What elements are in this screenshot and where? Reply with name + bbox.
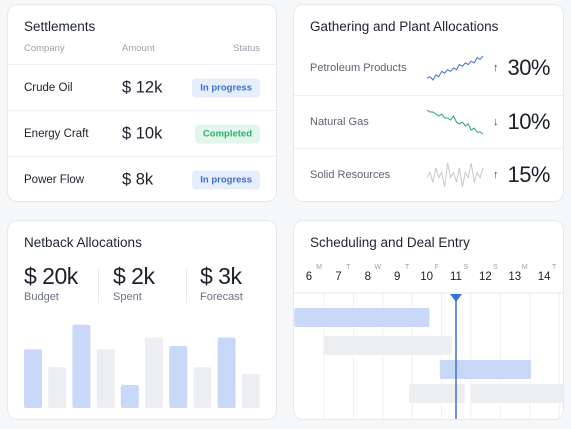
day-letter: F bbox=[434, 264, 439, 271]
column-status: Status bbox=[233, 43, 260, 54]
day-number[interactable]: 12 bbox=[478, 271, 492, 283]
status-badge: In progress bbox=[192, 78, 260, 97]
column-company: Company bbox=[24, 43, 65, 54]
gantt-task-bar[interactable] bbox=[408, 384, 465, 403]
metric-spent: $ 2k Spent bbox=[113, 263, 155, 303]
today-marker-handle[interactable] bbox=[450, 294, 462, 302]
day-letter: T bbox=[552, 264, 557, 271]
trend-sparkline bbox=[426, 109, 484, 135]
status-badge: Completed bbox=[194, 124, 260, 143]
column-amount: Amount bbox=[122, 43, 155, 54]
day-letter: W bbox=[374, 264, 382, 271]
netback-bar bbox=[241, 374, 260, 408]
day-number[interactable]: 9 bbox=[393, 271, 401, 283]
allocation-row[interactable]: Petroleum Products ↑ 30% bbox=[294, 42, 563, 94]
allocation-percent: 15% bbox=[507, 161, 550, 187]
status-badge: In progress bbox=[192, 170, 260, 189]
netback-bar bbox=[169, 345, 188, 408]
settlements-table-header: Company Amount Status bbox=[24, 43, 260, 57]
gantt-task-bar[interactable] bbox=[323, 336, 452, 355]
gantt-chart bbox=[294, 292, 564, 419]
divider bbox=[186, 269, 187, 303]
allocation-percent: 30% bbox=[507, 55, 550, 80]
netback-bar bbox=[24, 349, 42, 408]
amount: $ 12k bbox=[122, 78, 163, 96]
metric-budget: $ 20k Budget bbox=[24, 263, 78, 303]
sparkline-path bbox=[426, 162, 484, 188]
metric-value: $ 20k bbox=[24, 263, 78, 289]
netback-bar bbox=[96, 349, 115, 408]
trend-sparkline bbox=[426, 162, 484, 188]
netback-bar bbox=[48, 367, 67, 408]
table-row[interactable]: Crude Oil $ 12k In progress bbox=[8, 64, 276, 110]
arrow-down-icon: ↓ bbox=[493, 115, 499, 128]
day-number[interactable]: 7 bbox=[335, 271, 342, 283]
day-number[interactable]: 10 bbox=[420, 271, 433, 283]
day-number[interactable]: 8 bbox=[364, 271, 371, 283]
gathering-title: Gathering and Plant Allocations bbox=[310, 19, 499, 34]
arrow-up-icon: ↑ bbox=[493, 62, 499, 74]
day-letter: M bbox=[521, 264, 528, 271]
netback-card: Netback Allocations $ 20k Budget $ 2k Sp… bbox=[7, 220, 277, 420]
day-letter: T bbox=[346, 264, 351, 271]
day-letter: S bbox=[463, 264, 469, 271]
metric-value: $ 3k bbox=[200, 263, 242, 289]
scheduling-title: Scheduling and Deal Entry bbox=[310, 235, 470, 250]
allocation-row[interactable]: Solid Resources ↑ 15% bbox=[294, 148, 563, 200]
divider bbox=[98, 269, 99, 303]
company-name: Crude Oil bbox=[24, 81, 73, 94]
day-number[interactable]: 13 bbox=[508, 271, 522, 283]
day-number[interactable]: 11 bbox=[450, 271, 462, 283]
sparkline-path bbox=[426, 55, 484, 81]
amount: $ 10k bbox=[122, 124, 163, 142]
day-letter: M bbox=[316, 264, 322, 271]
gathering-card: Gathering and Plant Allocations Petroleu… bbox=[293, 4, 564, 202]
amount: $ 8k bbox=[122, 170, 154, 188]
gantt-task-bar[interactable] bbox=[470, 384, 564, 403]
metric-label: Spent bbox=[113, 291, 142, 303]
table-row[interactable]: Power Flow $ 8k In progress bbox=[8, 156, 276, 201]
company-name: Power Flow bbox=[24, 173, 85, 186]
metric-label: Budget bbox=[24, 291, 59, 303]
netback-bar bbox=[72, 324, 91, 408]
table-row[interactable]: Energy Craft $ 10k Completed bbox=[8, 110, 276, 156]
allocation-row[interactable]: Natural Gas ↓ 10% bbox=[294, 95, 563, 147]
netback-bar bbox=[193, 367, 212, 408]
netback-bar bbox=[217, 337, 236, 408]
day-letter: S bbox=[493, 264, 498, 271]
company-name: Energy Craft bbox=[24, 127, 89, 140]
allocation-name: Natural Gas bbox=[310, 115, 369, 128]
metric-value: $ 2k bbox=[113, 263, 155, 289]
gantt-task-bar[interactable] bbox=[294, 308, 430, 327]
allocation-name: Solid Resources bbox=[310, 168, 391, 181]
metric-forecast: $ 3k Forecast bbox=[200, 263, 243, 303]
arrow-up-icon: ↑ bbox=[493, 168, 499, 181]
netback-bar-chart bbox=[24, 324, 260, 408]
metric-label: Forecast bbox=[200, 291, 243, 303]
allocation-name: Petroleum Products bbox=[310, 62, 407, 74]
day-letter: T bbox=[405, 264, 410, 271]
trend-sparkline bbox=[426, 55, 484, 81]
day-number[interactable]: 14 bbox=[537, 271, 551, 283]
netback-bar bbox=[120, 385, 139, 408]
settlements-title: Settlements bbox=[24, 19, 96, 34]
day-number[interactable]: 6 bbox=[305, 271, 313, 283]
netback-title: Netback Allocations bbox=[24, 235, 142, 250]
sparkline-path bbox=[426, 109, 484, 135]
gantt-task-bar[interactable] bbox=[439, 360, 531, 379]
netback-bar bbox=[145, 337, 163, 408]
allocation-percent: 10% bbox=[507, 108, 550, 134]
settlements-card: Settlements Company Amount Status Crude … bbox=[7, 4, 277, 202]
scheduling-card: Scheduling and Deal Entry M 6 T 7 W 8 T 9 F 10 S 11… bbox=[293, 220, 564, 420]
